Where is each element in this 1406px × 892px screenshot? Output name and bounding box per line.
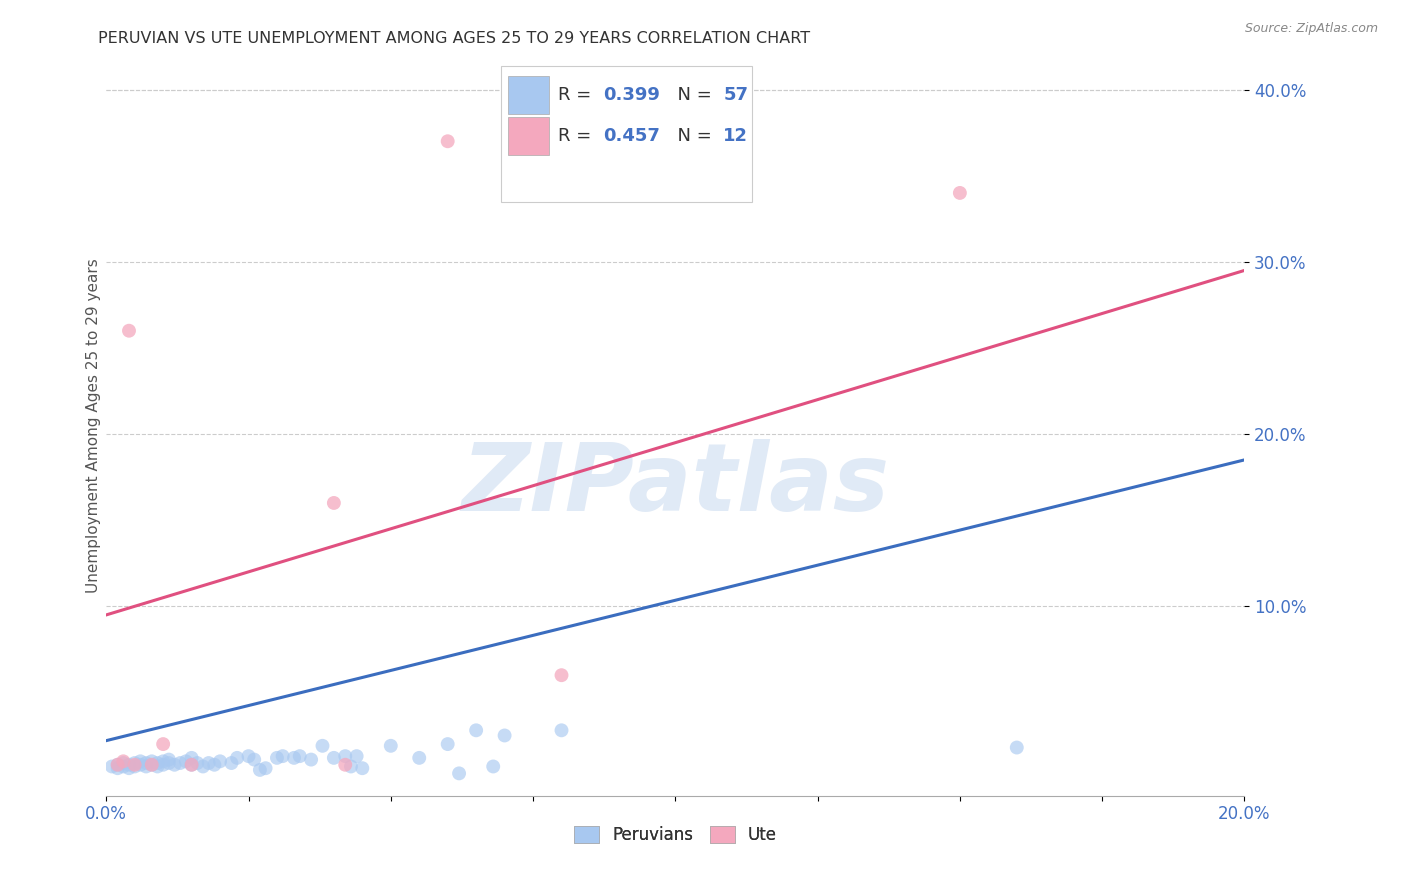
Text: Source: ZipAtlas.com: Source: ZipAtlas.com: [1244, 22, 1378, 36]
Point: [141, 754, 163, 768]
Point: [157, 753, 180, 767]
Point: [346, 749, 368, 764]
Point: [129, 754, 152, 768]
Point: [408, 751, 430, 765]
Point: [335, 757, 357, 772]
Point: [101, 759, 124, 773]
Point: [124, 757, 146, 772]
Point: [494, 729, 516, 743]
Legend: Peruvians, Ute: Peruvians, Ute: [567, 819, 783, 850]
Point: [118, 757, 141, 772]
Point: [169, 756, 191, 770]
Point: [221, 756, 243, 770]
Point: [180, 757, 202, 772]
Point: [197, 756, 219, 770]
Point: [949, 186, 972, 200]
Point: [152, 737, 174, 751]
Point: [249, 763, 271, 777]
Point: [465, 723, 488, 738]
Point: [254, 761, 277, 775]
Point: [112, 754, 135, 768]
Text: 57: 57: [723, 87, 748, 104]
Point: [380, 739, 402, 753]
Point: [436, 737, 458, 751]
Text: 12: 12: [723, 127, 748, 145]
Point: [107, 761, 129, 775]
Point: [152, 754, 174, 768]
Point: [135, 756, 157, 770]
Point: [124, 759, 146, 773]
Point: [191, 759, 214, 773]
Point: [238, 749, 260, 764]
Text: N =: N =: [666, 127, 717, 145]
Point: [271, 749, 294, 764]
Point: [436, 134, 458, 148]
Point: [141, 757, 163, 772]
Point: [449, 766, 471, 780]
Point: [129, 757, 152, 772]
Point: [335, 749, 357, 764]
Point: [157, 756, 180, 770]
Point: [112, 759, 135, 773]
FancyBboxPatch shape: [501, 66, 752, 202]
Point: [107, 757, 129, 772]
Point: [550, 723, 572, 738]
Point: [135, 759, 157, 773]
Point: [180, 757, 202, 772]
Point: [311, 739, 333, 753]
Point: [146, 756, 169, 770]
Text: 0.399: 0.399: [603, 87, 661, 104]
Point: [243, 753, 266, 767]
Point: [209, 754, 232, 768]
Point: [288, 749, 311, 764]
Point: [180, 751, 202, 765]
Point: [352, 761, 374, 775]
Text: 0.457: 0.457: [603, 127, 661, 145]
Point: [146, 759, 169, 773]
Point: [266, 751, 288, 765]
Point: [112, 756, 135, 770]
Point: [141, 757, 163, 772]
FancyBboxPatch shape: [508, 76, 548, 114]
Point: [118, 324, 141, 338]
Point: [299, 753, 322, 767]
Point: [482, 759, 505, 773]
Point: [124, 756, 146, 770]
Text: N =: N =: [666, 87, 717, 104]
Point: [550, 668, 572, 682]
Point: [174, 754, 197, 768]
Point: [283, 751, 305, 765]
Point: [163, 757, 186, 772]
Point: [322, 751, 344, 765]
Point: [340, 759, 363, 773]
Point: [1005, 740, 1028, 755]
Text: R =: R =: [558, 127, 598, 145]
Point: [118, 761, 141, 775]
Text: R =: R =: [558, 87, 598, 104]
Point: [322, 496, 344, 510]
Text: ZIPatlas: ZIPatlas: [461, 439, 890, 531]
Text: PERUVIAN VS UTE UNEMPLOYMENT AMONG AGES 25 TO 29 YEARS CORRELATION CHART: PERUVIAN VS UTE UNEMPLOYMENT AMONG AGES …: [98, 31, 810, 46]
Point: [152, 757, 174, 772]
Point: [186, 756, 208, 770]
Y-axis label: Unemployment Among Ages 25 to 29 years: Unemployment Among Ages 25 to 29 years: [86, 258, 101, 593]
Point: [226, 751, 249, 765]
Point: [202, 757, 225, 772]
FancyBboxPatch shape: [508, 117, 548, 155]
Point: [107, 757, 129, 772]
